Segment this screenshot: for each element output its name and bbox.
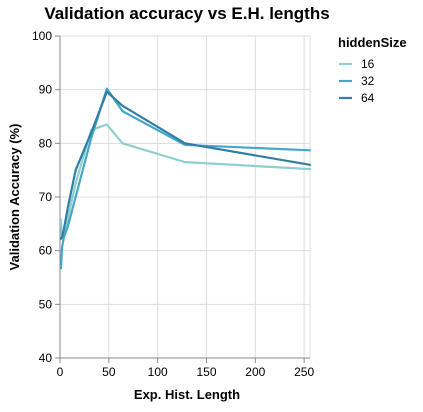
x-tick-label: 250 [294,365,314,379]
x-tick-label: 150 [196,365,216,379]
legend: hiddenSize 16 32 64 [338,35,407,105]
y-axis-title: Validation Accuracy (%) [7,124,22,271]
y-tick-label: 90 [39,83,53,97]
y-tick-label: 80 [39,136,53,150]
legend-label-16: 16 [361,57,375,71]
y-tick-label: 100 [32,29,52,43]
legend-label-64: 64 [361,91,375,105]
x-tick-label: 100 [148,365,168,379]
x-tick-label: 50 [102,365,116,379]
legend-label-32: 32 [361,74,375,88]
legend-title: hiddenSize [338,35,407,50]
grid [59,35,311,359]
chart-title: Validation accuracy vs E.H. lengths [44,4,329,23]
series-line-64 [59,90,312,240]
series-line-16 [59,123,312,239]
x-axis-title: Exp. Hist. Length [134,387,240,402]
y-tick-label: 70 [39,190,53,204]
x-tick-label: 0 [57,365,64,379]
series-lines [59,87,312,270]
series-line-32 [59,87,312,270]
x-tick-label: 200 [245,365,265,379]
y-tick-label: 60 [39,244,53,258]
y-tick-label: 40 [39,351,53,365]
y-tick-label: 50 [39,297,53,311]
axes: 0 50 100 150 200 250 40 50 60 70 80 90 100 [32,29,315,379]
